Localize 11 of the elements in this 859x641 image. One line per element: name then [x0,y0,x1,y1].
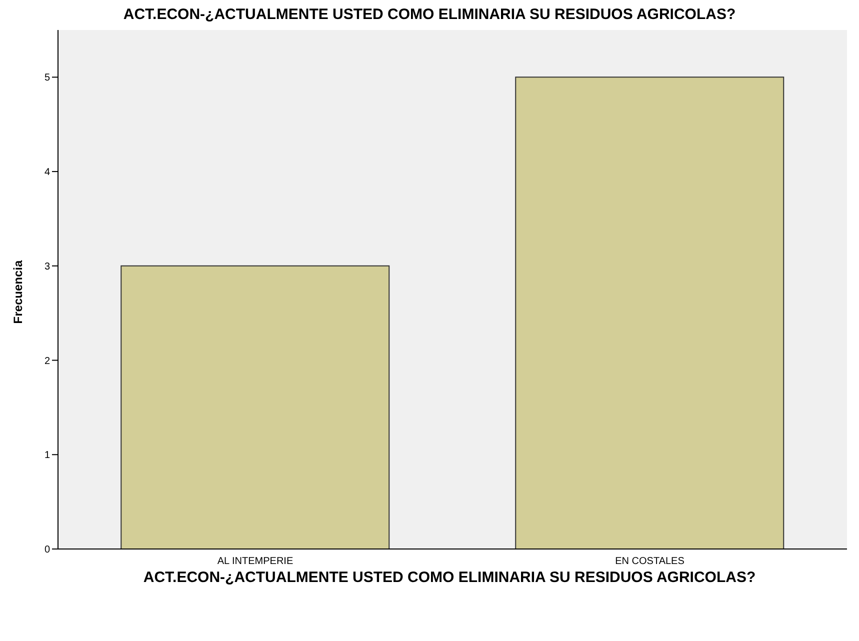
x-tick-label: AL INTEMPERIE [217,556,294,568]
x-axis-title: ACT.ECON-¿ACTUALMENTE USTED COMO ELIMINARIA SU RESIDUOS AGRICOLAS? [142,569,757,586]
x-tick-label: EN COSTALES [615,556,685,568]
y-tick-label: 0 [44,544,50,556]
y-axis-title: Frecuencia [11,260,25,324]
y-tick-label: 2 [44,356,50,367]
y-tick-label: 4 [44,167,50,178]
y-tick-label: 5 [44,72,50,84]
chart-title: ACT.ECON-¿ACTUALMENTE USTED COMO ELIMINARIA SU RESIDUOS AGRICOLAS? [122,6,737,23]
y-tick-label: 3 [44,261,50,272]
y-tick-label: 1 [44,450,50,462]
